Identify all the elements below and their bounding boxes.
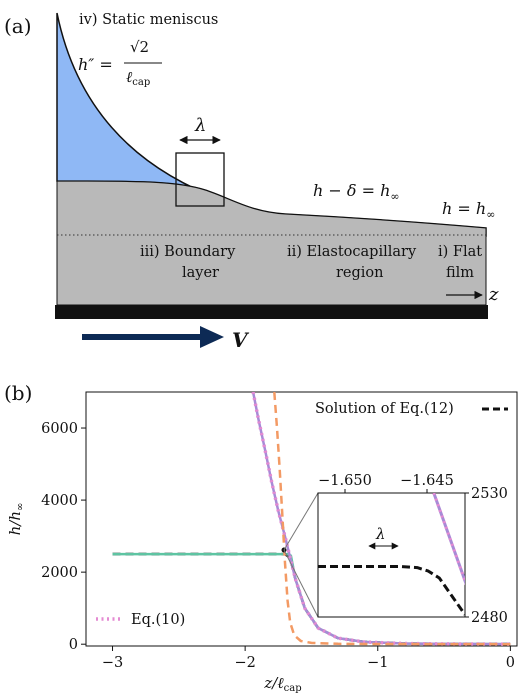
y-tick-label: 2000 (41, 565, 78, 581)
x-tick-label: 0 (506, 655, 515, 671)
flat-film-label-2: film (446, 265, 474, 281)
boundary-layer-label-2: layer (182, 265, 219, 281)
legend-solution-label: Solution of Eq.(12) (315, 401, 454, 417)
inset-xtick-label-1: −1.650 (318, 473, 372, 489)
legend-eq10-label: Eq.(10) (131, 612, 185, 628)
inset-ytick-label-2: 2480 (471, 610, 508, 626)
x-tick-label: −1 (367, 655, 388, 671)
panel-a-label: (a) (4, 14, 32, 38)
h-minus-delta-equation: h − δ = h∞ (313, 181, 400, 203)
main-series (112, 392, 511, 646)
inset-connector-top (283, 492, 319, 551)
series-line-3 (251, 392, 511, 646)
curvature-lhs: h″ = (78, 55, 113, 74)
inset-background (317, 492, 466, 618)
y-tick-label: 0 (69, 637, 78, 653)
panel-a: (a) λ iv) Static meniscus iii) Boundary … (4, 12, 499, 352)
velocity-arrowhead (200, 326, 224, 348)
inset-series-line-2 (318, 565, 465, 616)
z-axis-label: z (488, 284, 499, 305)
inset-series-line-0 (432, 493, 465, 586)
inset-ytick-label-1: 2530 (471, 486, 508, 502)
velocity-label: V (232, 328, 250, 352)
inset-connector-bottom (283, 549, 319, 618)
y-tick-label: 6000 (41, 421, 78, 437)
series-line-4 (273, 392, 511, 646)
curvature-equation: h″ = √2 ℓcap (78, 38, 162, 88)
y-axis-label: h/h∞ (6, 503, 26, 536)
inset: λ −1.650 −1.645 2530 2480 (317, 473, 508, 626)
x-tick-label: −2 (234, 655, 255, 671)
legend-solution: Solution of Eq.(12) (315, 401, 508, 417)
elastic-solid (56, 180, 487, 306)
curvature-numerator: √2 (130, 38, 149, 56)
plot-frame (85, 391, 518, 647)
inset-lambda-label: λ (375, 525, 386, 543)
y-tick-label: 4000 (41, 493, 78, 509)
x-axis-label: z/ℓcap (263, 674, 301, 694)
x-tick-label: −3 (102, 655, 123, 671)
lambda-label: λ (194, 115, 206, 136)
legend-eq10: Eq.(10) (96, 612, 185, 628)
curvature-denominator: ℓcap (126, 68, 150, 88)
elastocapillary-label-1: ii) Elastocapillary (287, 244, 417, 260)
x-ticks: −3 −2 −1 0 (102, 646, 515, 671)
boundary-layer-label-1: iii) Boundary (140, 244, 236, 260)
y-ticks: 0 2000 4000 6000 (41, 421, 86, 653)
inset-ticks: −1.650 −1.645 2530 2480 (318, 473, 508, 626)
substrate (55, 305, 488, 319)
inset-xtick-label-2: −1.645 (400, 473, 454, 489)
panel-b-label: (b) (4, 381, 32, 405)
static-meniscus-label: iv) Static meniscus (79, 12, 218, 28)
inset-series (318, 493, 465, 616)
h-equals-hinf-equation: h = h∞ (442, 199, 495, 221)
elastocapillary-label-2: region (336, 265, 384, 281)
panel-b: (b) −3 −2 −1 0 0 2000 4000 6000 λ −1.650 −1.64… (4, 381, 518, 694)
boundary-layer-box (175, 152, 225, 207)
flat-film-label-1: i) Flat (438, 244, 482, 260)
